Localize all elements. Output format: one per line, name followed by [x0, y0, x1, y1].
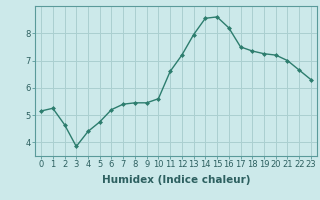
X-axis label: Humidex (Indice chaleur): Humidex (Indice chaleur) [102, 175, 250, 185]
